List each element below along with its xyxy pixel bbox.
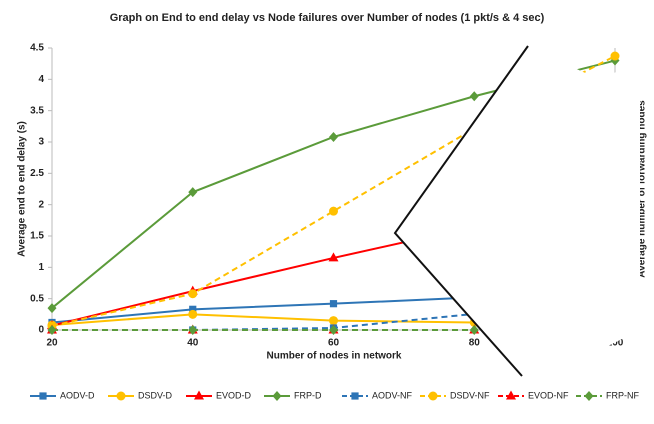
x-tick-label: 40 <box>187 338 199 349</box>
y-tick-label: 4 <box>38 74 44 85</box>
legend-label: FRP-D <box>294 390 322 400</box>
x-tick-label: 80 <box>469 338 481 349</box>
x-axis-title: Number of nodes in network <box>266 351 401 362</box>
marker <box>329 316 338 326</box>
legend-label: FRP-NF <box>606 390 639 400</box>
marker <box>584 391 594 401</box>
marker <box>39 392 47 400</box>
marker <box>351 392 359 400</box>
marker <box>610 51 620 61</box>
marker <box>47 325 57 335</box>
legend-label: DSDV-NF <box>450 390 490 400</box>
legend-label: AODV-NF <box>372 390 413 400</box>
marker <box>328 252 339 262</box>
marker <box>189 305 197 313</box>
y-tick-label: 0 <box>38 325 44 336</box>
marker <box>116 391 126 401</box>
marker <box>188 325 198 335</box>
marker <box>506 390 516 400</box>
marker <box>329 300 338 308</box>
marker <box>188 187 198 198</box>
y-tick-label: 3.5 <box>30 105 44 116</box>
x-tick-label: 100 <box>607 338 624 349</box>
marker <box>188 289 198 299</box>
y-tick-label: 4.5 <box>30 43 44 54</box>
marker <box>194 390 204 400</box>
legend-label: EVOD-D <box>216 390 252 400</box>
marker <box>469 325 479 335</box>
marker <box>188 309 198 319</box>
legend-label: DSDV-D <box>138 390 173 400</box>
marker <box>329 131 338 142</box>
y-tick-label: 1 <box>38 262 44 273</box>
y-axis-title: Average end to end delay (s) <box>17 121 28 257</box>
occluder <box>393 45 640 377</box>
x-tick-label: 20 <box>46 338 58 349</box>
chart-title: Graph on End to end delay vs Node failur… <box>110 12 545 24</box>
y-tick-label: 2 <box>38 199 44 210</box>
x-tick-label: 60 <box>328 338 340 349</box>
marker <box>329 206 338 216</box>
y2-axis-title: Average number of forwarding nodes <box>637 100 648 278</box>
y-tick-label: 2.5 <box>30 168 44 179</box>
marker <box>47 303 57 314</box>
legend-label: EVOD-NF <box>528 390 569 400</box>
y-tick-label: 0.5 <box>30 293 44 304</box>
y-tick-label: 1.5 <box>30 231 44 242</box>
marker <box>469 91 479 102</box>
y-tick-label: 3 <box>38 137 44 148</box>
marker <box>272 391 282 401</box>
legend-label: AODV-D <box>60 390 95 400</box>
marker <box>428 391 438 401</box>
marker <box>329 325 338 335</box>
